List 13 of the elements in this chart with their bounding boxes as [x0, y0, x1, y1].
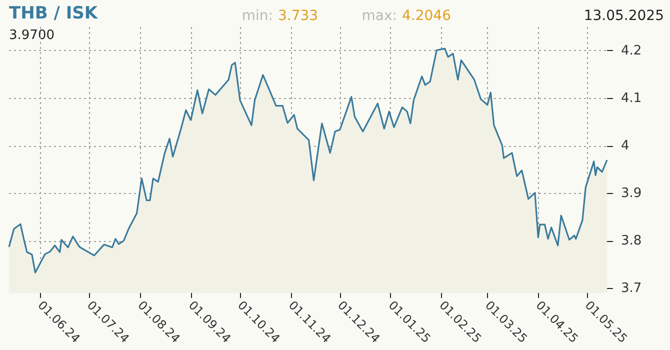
chart-title: THB / ISK — [9, 4, 98, 24]
text: 13.05.2025 — [584, 8, 664, 24]
text: max: — [362, 8, 397, 24]
y-tick-label: 3.7 — [621, 280, 642, 296]
y-tick-label: 3.9 — [621, 186, 642, 201]
text: min: — [242, 8, 274, 24]
y-tick-label: 4.1 — [621, 90, 642, 106]
text: 3.733 — [278, 8, 318, 24]
y-tick-label: 3.8 — [621, 233, 642, 248]
annotation: 3.9700 — [9, 28, 54, 43]
y-tick-label: 4 — [621, 138, 630, 154]
y-tick-label: 4.2 — [621, 43, 642, 58]
text: 4.2046 — [402, 8, 452, 24]
